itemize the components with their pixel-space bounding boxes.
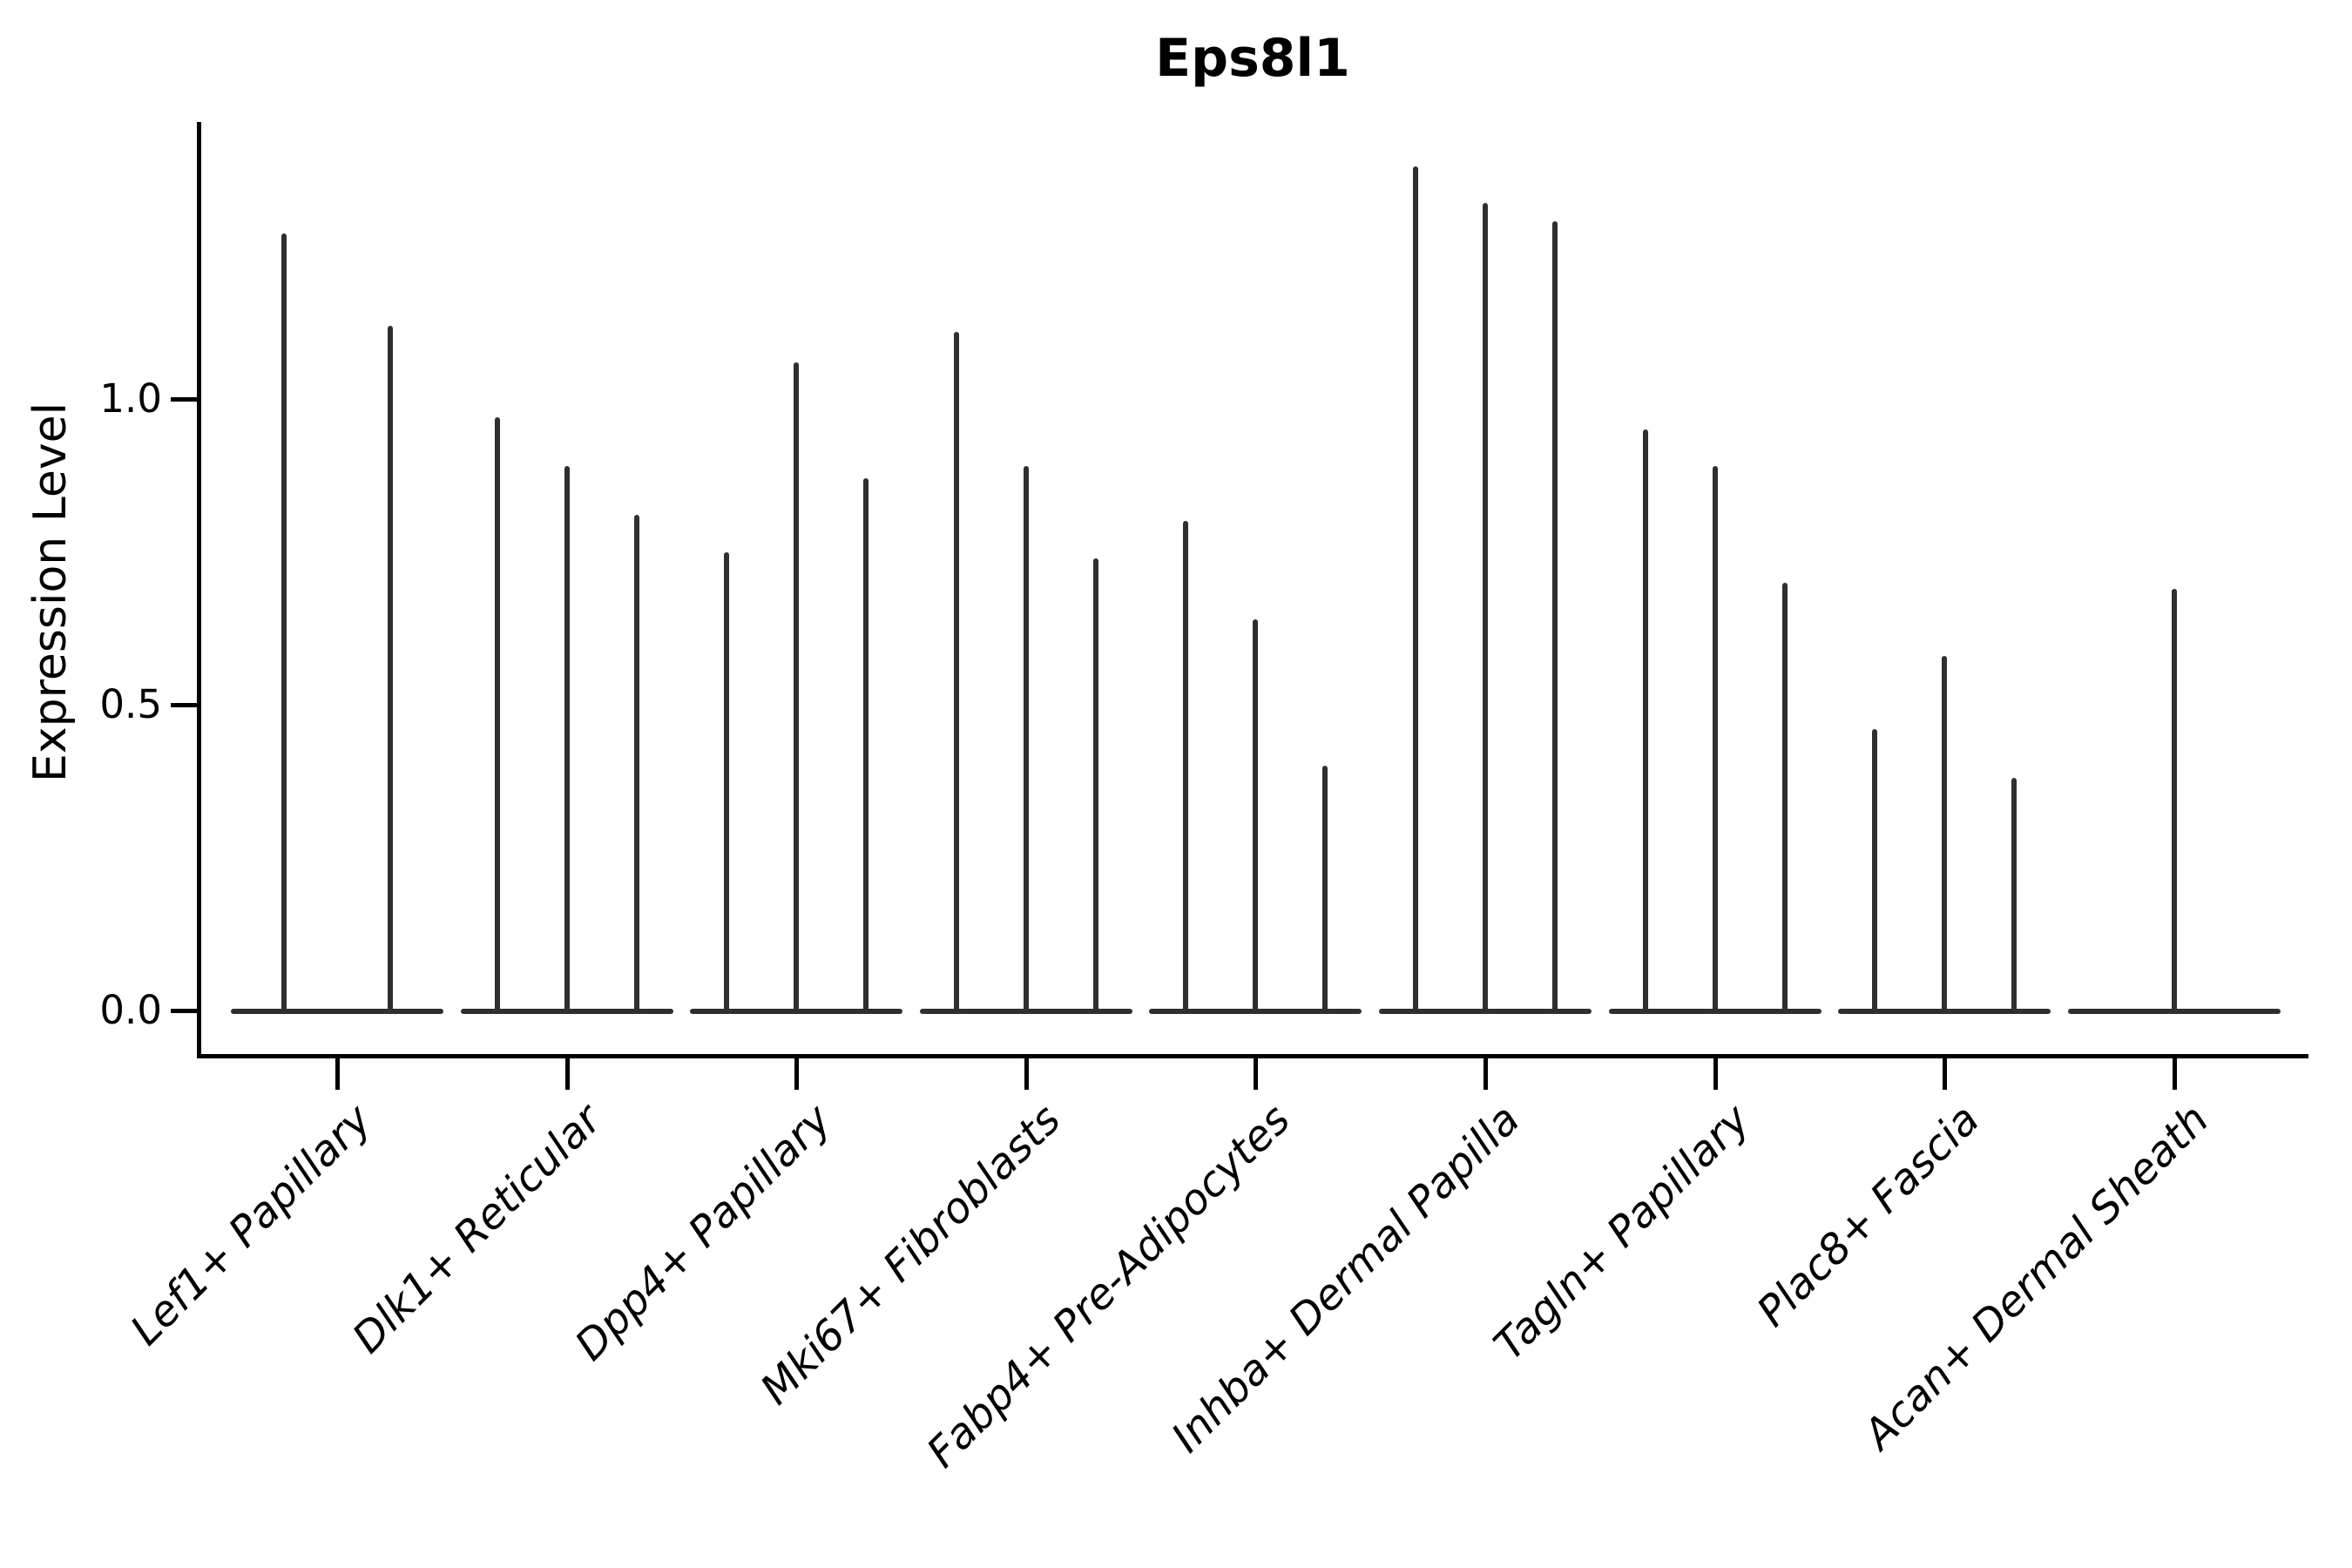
violin-spike bbox=[724, 552, 729, 1014]
y-tick-label: 0.0 bbox=[99, 987, 162, 1033]
x-tick-mark bbox=[1254, 1058, 1259, 1090]
y-axis-label: Expression Level bbox=[24, 402, 77, 783]
x-tick-mark bbox=[1943, 1058, 1948, 1090]
violin-spike bbox=[1093, 558, 1098, 1014]
violin-spike bbox=[634, 515, 639, 1014]
x-tick-label: Plac8+ Fascia bbox=[1747, 1095, 1989, 1336]
violin-spike bbox=[1643, 429, 1648, 1014]
x-tick-mark bbox=[1484, 1058, 1488, 1090]
violin-spike bbox=[1183, 521, 1188, 1014]
x-tick-mark bbox=[335, 1058, 340, 1090]
violin-spike bbox=[1024, 466, 1029, 1014]
y-tick-label: 1.0 bbox=[99, 375, 162, 422]
x-tick-label: Tagln+ Papillary bbox=[1484, 1095, 1760, 1370]
violin-spike bbox=[564, 466, 570, 1014]
x-tick-label: Dpp4+ Papillary bbox=[565, 1095, 841, 1370]
violin-spike bbox=[863, 478, 868, 1014]
y-tick-mark bbox=[171, 703, 197, 707]
violin-base bbox=[231, 1009, 443, 1014]
violin-spike bbox=[2172, 589, 2177, 1014]
violin-spike bbox=[794, 362, 799, 1014]
violin-spike bbox=[1552, 221, 1558, 1014]
violin-spike bbox=[954, 332, 959, 1014]
violin-spike bbox=[388, 326, 393, 1014]
violin-spike bbox=[495, 417, 500, 1014]
violin-spike bbox=[1872, 729, 1877, 1014]
violin-spike bbox=[1483, 203, 1488, 1014]
violin-spike bbox=[1713, 466, 1718, 1014]
x-tick-label: Dlk1+ Reticular bbox=[343, 1095, 612, 1363]
violin-spike bbox=[1322, 766, 1328, 1014]
plot-title: Eps8l1 bbox=[1155, 28, 1350, 89]
y-tick-label: 0.5 bbox=[99, 681, 162, 727]
y-axis-spine bbox=[197, 122, 201, 1058]
violin-spike bbox=[1253, 619, 1258, 1014]
x-tick-mark bbox=[2172, 1058, 2177, 1090]
y-tick-mark bbox=[171, 1009, 197, 1013]
x-axis-spine bbox=[197, 1054, 2308, 1058]
violin-spike bbox=[1413, 166, 1418, 1014]
x-tick-mark bbox=[794, 1058, 800, 1090]
x-tick-mark bbox=[564, 1058, 570, 1090]
x-tick-mark bbox=[1713, 1058, 1718, 1090]
x-tick-mark bbox=[1024, 1058, 1029, 1090]
violin-spike bbox=[2011, 778, 2017, 1014]
violin-spike bbox=[281, 233, 287, 1014]
y-tick-mark bbox=[171, 397, 197, 402]
x-tick-label: Lef1+ Papillary bbox=[121, 1095, 382, 1355]
violin-spike bbox=[1942, 656, 1947, 1014]
violin-spike bbox=[1782, 583, 1788, 1014]
